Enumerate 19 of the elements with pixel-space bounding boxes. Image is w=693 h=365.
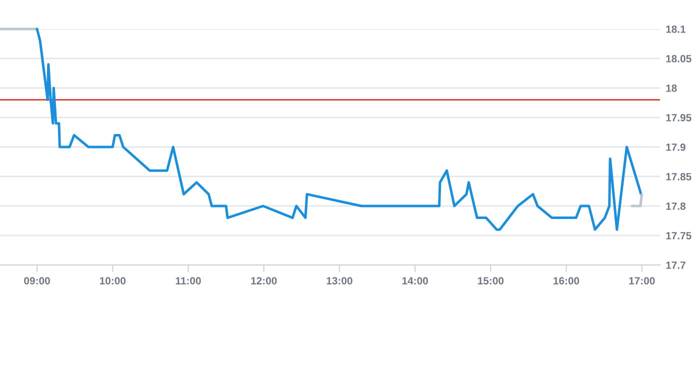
y-tick-label: 17.8 <box>666 202 686 210</box>
y-tick-label: 18 <box>666 84 677 92</box>
y-tick-label: 17.95 <box>666 114 692 122</box>
x-tick-label: 12:00 <box>251 277 277 284</box>
x-tick-label: 14:00 <box>402 277 428 284</box>
y-tick-label: 18.1 <box>666 26 686 33</box>
y-tick-label: 17.7 <box>666 262 686 269</box>
x-tick-label: 16:00 <box>554 277 580 284</box>
y-tick-label: 17.75 <box>666 232 692 240</box>
x-tick-label: 13:00 <box>326 277 352 284</box>
x-tick-label: 11:00 <box>176 277 201 284</box>
x-tick-label: 17:00 <box>629 277 655 284</box>
y-tick-label: 17.85 <box>666 173 692 180</box>
x-tick-label: 10:00 <box>100 277 126 284</box>
x-tick-label: 09:00 <box>24 277 50 284</box>
y-tick-label: 17.9 <box>666 144 686 151</box>
y-tick-label: 18.05 <box>666 55 692 62</box>
x-tick-label: 15:00 <box>478 277 504 284</box>
line-series <box>36 28 642 231</box>
